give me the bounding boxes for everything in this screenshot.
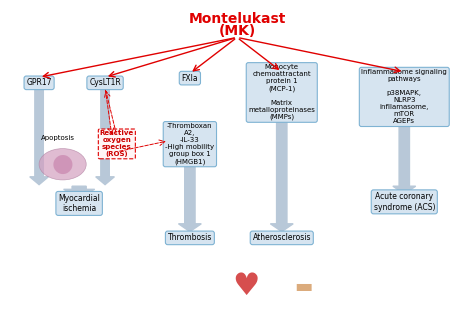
- FancyArrow shape: [179, 160, 201, 232]
- Text: Acute coronary
syndrome (ACS): Acute coronary syndrome (ACS): [374, 192, 435, 211]
- FancyArrow shape: [64, 186, 95, 197]
- Text: GPR17: GPR17: [27, 78, 52, 87]
- Text: -Thromboxan
A2,
-IL-33
-High mobility
group box 1
(HMGB1): -Thromboxan A2, -IL-33 -High mobility gr…: [165, 123, 214, 165]
- Text: Atherosclerosis: Atherosclerosis: [253, 234, 311, 242]
- Text: (MK): (MK): [219, 24, 255, 38]
- Text: Myocardial
ischemia: Myocardial ischemia: [58, 194, 100, 213]
- Text: ●: ●: [52, 152, 73, 176]
- Text: Montelukast: Montelukast: [188, 12, 286, 26]
- Text: Apoptosis: Apoptosis: [41, 135, 75, 141]
- Text: ♥: ♥: [233, 272, 260, 301]
- Text: ▬: ▬: [294, 277, 312, 296]
- Text: Thrombosis: Thrombosis: [168, 234, 212, 242]
- Text: CysLT1R: CysLT1R: [89, 78, 121, 87]
- FancyArrow shape: [96, 89, 114, 185]
- Text: FXIa: FXIa: [182, 74, 198, 82]
- FancyArrow shape: [30, 89, 48, 185]
- Text: Inflammasome signaling
pathways

p38MAPK,
NLRP3
infllamasome,
mTOR
AGEPs: Inflammasome signaling pathways p38MAPK,…: [361, 70, 447, 125]
- Text: Monocyte
chemoattractant
protein 1
(MCP-1)

Matrix
metalloproteinases
(MMPs): Monocyte chemoattractant protein 1 (MCP-…: [248, 64, 315, 120]
- FancyArrow shape: [393, 125, 416, 194]
- FancyArrow shape: [270, 117, 293, 232]
- Ellipse shape: [39, 149, 86, 180]
- Text: Reactive
oxygen
species
(ROS): Reactive oxygen species (ROS): [100, 131, 134, 157]
